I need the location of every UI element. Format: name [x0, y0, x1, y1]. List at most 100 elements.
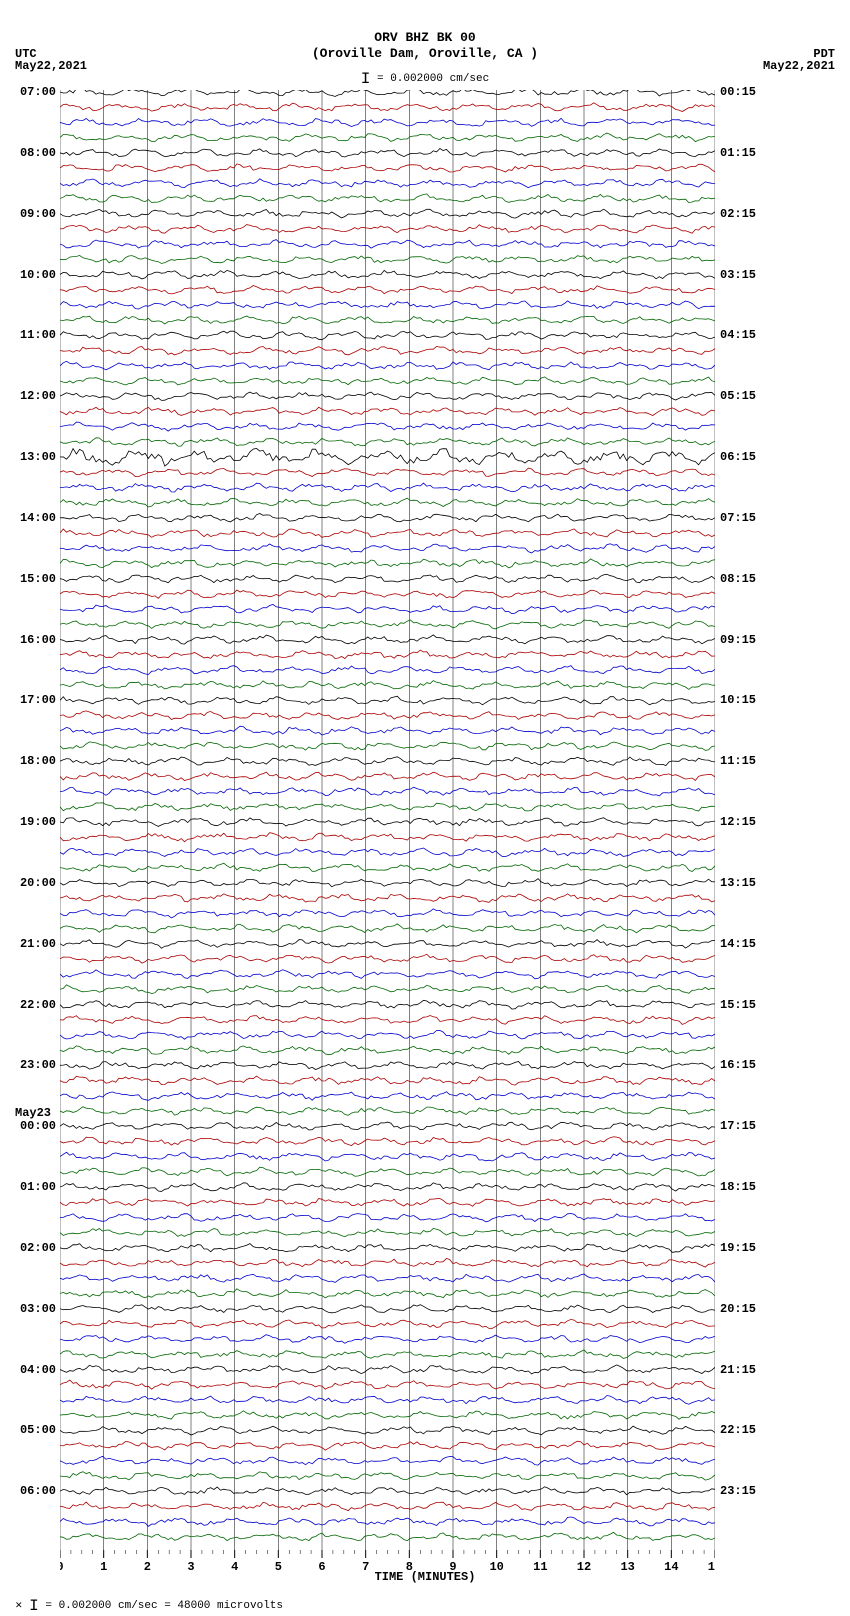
- left-time-label: 14:00: [20, 511, 56, 525]
- trace: [60, 1076, 715, 1085]
- trace: [60, 286, 715, 294]
- trace: [60, 240, 715, 249]
- left-time-label: 01:00: [20, 1180, 56, 1194]
- trace: [60, 1441, 715, 1450]
- trace: [60, 118, 715, 126]
- trace: [60, 1532, 715, 1540]
- trace: [60, 1244, 715, 1253]
- right-time-label: 11:15: [720, 754, 756, 768]
- trace: [60, 498, 715, 507]
- left-time-label: 02:00: [20, 1241, 56, 1255]
- trace: [60, 514, 715, 522]
- left-time-label: 08:00: [20, 146, 56, 160]
- trace: [60, 635, 715, 644]
- trace: [60, 1030, 715, 1039]
- trace: [60, 666, 715, 675]
- trace: [60, 1062, 715, 1070]
- right-time-label: 00:15: [720, 85, 756, 99]
- left-time-label: 16:00: [20, 633, 56, 647]
- trace: [60, 848, 715, 857]
- trace: [60, 985, 715, 994]
- left-time-label: 09:00: [20, 207, 56, 221]
- right-time-label: 22:15: [720, 1423, 756, 1437]
- left-time-label: 12:00: [20, 389, 56, 403]
- right-time-label: 06:15: [720, 450, 756, 464]
- left-time-label: 10:00: [20, 268, 56, 282]
- trace: [60, 1183, 715, 1192]
- left-time-label: 19:00: [20, 815, 56, 829]
- right-time-label: 07:15: [720, 511, 756, 525]
- trace: [60, 468, 715, 477]
- trace: [60, 650, 715, 659]
- trace: [60, 1152, 715, 1161]
- date-left-label: May22,2021: [15, 59, 87, 73]
- right-time-label: 12:15: [720, 815, 756, 829]
- trace: [60, 1365, 715, 1374]
- right-time-label: 17:15: [720, 1119, 756, 1133]
- date-right-label: May22,2021: [763, 59, 835, 73]
- trace: [60, 270, 715, 279]
- trace: [60, 1167, 715, 1176]
- left-time-label: 05:00: [20, 1423, 56, 1437]
- trace: [60, 225, 715, 234]
- right-time-label: 03:15: [720, 268, 756, 282]
- trace: [60, 970, 715, 979]
- left-time-label: 13:00: [20, 450, 56, 464]
- right-time-label: 18:15: [720, 1180, 756, 1194]
- trace: [60, 559, 715, 568]
- right-time-label: 10:15: [720, 693, 756, 707]
- trace: [60, 772, 715, 780]
- trace: [60, 879, 715, 887]
- trace: [60, 149, 715, 158]
- right-time-label: 19:15: [720, 1241, 756, 1255]
- left-time-label: 23:00: [20, 1058, 56, 1072]
- right-time-label: 15:15: [720, 998, 756, 1012]
- left-time-label: 11:00: [20, 328, 56, 342]
- trace: [60, 1350, 715, 1359]
- trace: [60, 544, 715, 553]
- trace: [60, 331, 715, 340]
- left-time-label: 04:00: [20, 1363, 56, 1377]
- station-title: ORV BHZ BK 00: [0, 30, 850, 46]
- right-time-label: 05:15: [720, 389, 756, 403]
- trace: [60, 1320, 715, 1329]
- trace: [60, 711, 715, 720]
- left-time-label: 03:00: [20, 1302, 56, 1316]
- trace: [60, 1122, 715, 1130]
- right-time-label: 14:15: [720, 937, 756, 951]
- trace: [60, 1426, 715, 1435]
- trace: [60, 1502, 715, 1511]
- trace: [60, 1487, 715, 1495]
- left-time-label: 17:00: [20, 693, 56, 707]
- trace: [60, 924, 715, 933]
- trace: [60, 1396, 715, 1405]
- right-time-label: 16:15: [720, 1058, 756, 1072]
- trace: [60, 726, 715, 735]
- trace: [60, 346, 715, 355]
- trace: [60, 1000, 715, 1009]
- trace: [60, 316, 715, 324]
- right-time-label: 01:15: [720, 146, 756, 160]
- trace: [60, 940, 715, 949]
- trace: [60, 863, 715, 871]
- trace: [60, 361, 715, 370]
- trace: [60, 164, 715, 172]
- trace: [60, 448, 715, 466]
- trace: [60, 696, 715, 705]
- right-time-label: 20:15: [720, 1302, 756, 1316]
- trace: [60, 909, 715, 918]
- left-time-label: 15:00: [20, 572, 56, 586]
- trace: [60, 954, 715, 963]
- trace: [60, 438, 715, 446]
- right-time-label: 02:15: [720, 207, 756, 221]
- trace: [60, 1274, 715, 1282]
- trace: [60, 1472, 715, 1480]
- trace: [60, 1259, 715, 1268]
- right-time-label: 21:15: [720, 1363, 756, 1377]
- trace: [60, 255, 715, 263]
- trace: [60, 574, 715, 583]
- trace: [60, 1305, 715, 1313]
- trace: [60, 1380, 715, 1389]
- right-time-labels: 00:1501:1502:1503:1504:1505:1506:1507:15…: [718, 90, 778, 1550]
- scale-indicator-top: I = 0.002000 cm/sec: [0, 68, 850, 86]
